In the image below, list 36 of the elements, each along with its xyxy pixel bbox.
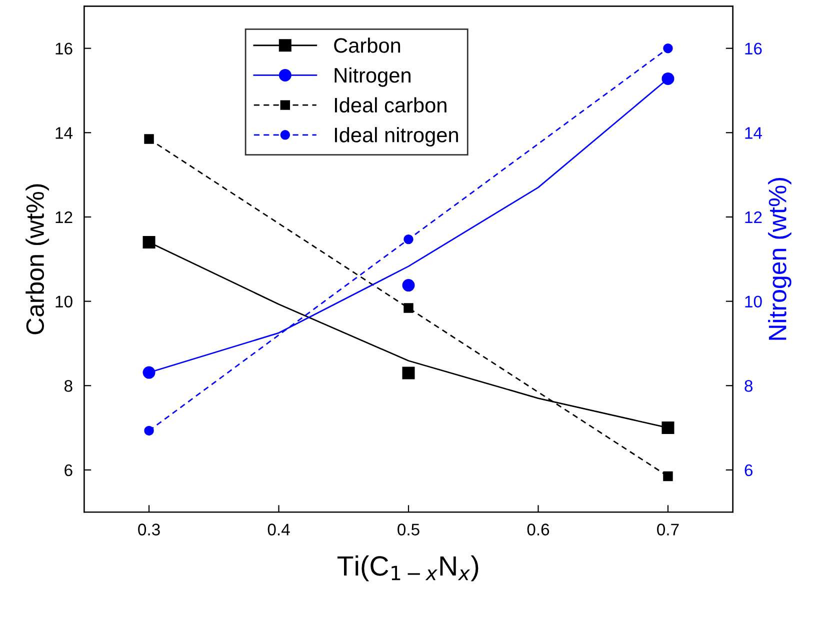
y-tick-label: 12 <box>56 211 72 224</box>
point <box>663 43 673 54</box>
y2-tick-label: 16 <box>745 42 762 55</box>
legend-label: Ideal nitrogen <box>334 127 458 146</box>
y2-tick-label: 14 <box>745 127 762 139</box>
y-tick-label: 14 <box>56 127 73 139</box>
x-tick-label: 0.7 <box>657 524 679 536</box>
point <box>662 72 674 85</box>
y-tick-label: 8 <box>64 380 72 392</box>
legend-label: Ideal carbon <box>334 97 446 113</box>
y2-tick-label: 12 <box>745 211 762 224</box>
y-tick-label: 6 <box>64 464 72 476</box>
point <box>662 422 674 434</box>
x-tick-label: 0.4 <box>268 524 290 536</box>
point <box>144 426 154 436</box>
x-tick-label: 0.5 <box>398 524 420 536</box>
point <box>663 471 673 482</box>
legend-label: Nitrogen <box>334 67 410 87</box>
point <box>402 366 415 380</box>
y-tick-label: 10 <box>56 296 72 308</box>
x-tick-label: 0.3 <box>138 524 160 536</box>
point <box>402 279 415 292</box>
x-axis-title: Ti(C$_{1−x}$N$_{x}$) <box>337 555 478 582</box>
legend-label: Carbon <box>334 38 400 53</box>
point <box>404 234 414 244</box>
point <box>142 236 156 249</box>
y2-axis-title: Nitrogen (wt%) <box>768 178 792 340</box>
y-axis-title: Carbon (wt%) <box>26 184 49 334</box>
point <box>142 366 156 379</box>
y2-tick-label: 10 <box>745 296 762 308</box>
y2-tick-label: 8 <box>744 380 753 392</box>
point <box>144 134 154 144</box>
point <box>404 303 414 313</box>
x-tick-label: 0.6 <box>527 524 550 536</box>
y2-tick-label: 6 <box>744 464 752 476</box>
y-tick-label: 16 <box>56 42 72 55</box>
